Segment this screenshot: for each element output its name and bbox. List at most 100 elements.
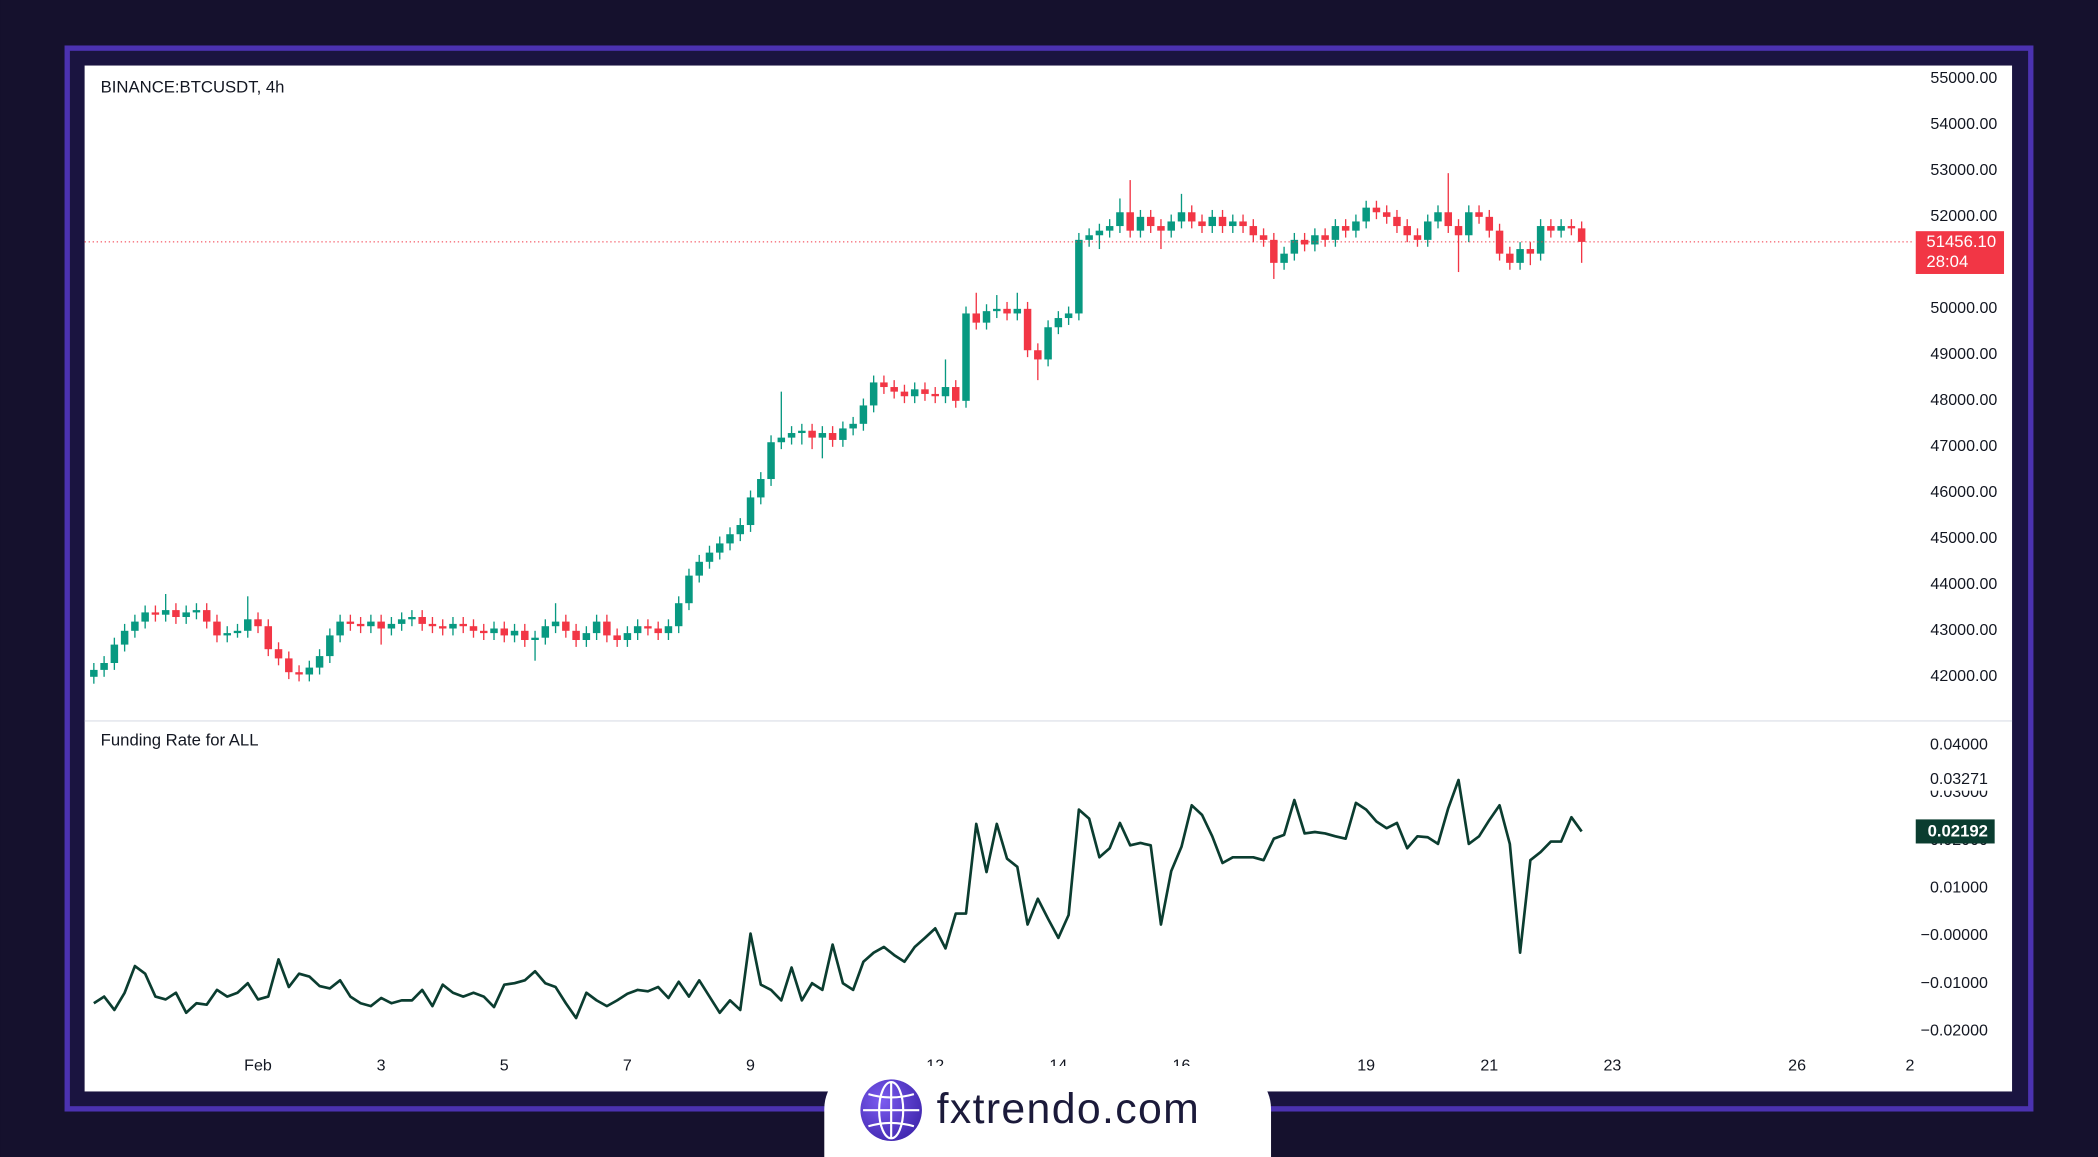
candle-body bbox=[326, 635, 334, 657]
candle-body bbox=[500, 628, 509, 636]
candle-body bbox=[1187, 212, 1196, 222]
chart-title: BINANCE:BTCUSDT, 4h bbox=[101, 78, 285, 97]
candle-body bbox=[736, 525, 745, 535]
y-tick-label: −0.01000 bbox=[1921, 974, 1988, 992]
candle-body bbox=[767, 442, 775, 480]
last-value-box bbox=[1915, 819, 1995, 844]
globe-lines bbox=[863, 1081, 920, 1140]
candle-body bbox=[818, 433, 827, 438]
candle-body bbox=[910, 389, 919, 397]
chart-panel bbox=[84, 65, 2013, 1092]
candle-body bbox=[521, 630, 529, 641]
candle-body bbox=[941, 387, 950, 397]
candle-body bbox=[377, 621, 385, 629]
candle-body bbox=[613, 635, 621, 641]
candle-body bbox=[828, 433, 837, 440]
y-tick-label: 55000.00 bbox=[1930, 69, 1997, 87]
candle-body bbox=[900, 391, 909, 397]
candle-body bbox=[1382, 212, 1391, 217]
candle-body bbox=[1362, 207, 1370, 222]
candle-body bbox=[151, 612, 160, 615]
candle-body bbox=[305, 667, 314, 675]
candle-body bbox=[1506, 253, 1514, 263]
candle-body bbox=[1259, 235, 1268, 240]
candle-body bbox=[695, 561, 703, 576]
candle-body bbox=[859, 405, 868, 424]
candle-body bbox=[356, 623, 365, 627]
candle-body bbox=[1485, 216, 1494, 231]
candle-body bbox=[685, 575, 693, 604]
candle-body bbox=[1372, 207, 1381, 213]
candle-body bbox=[633, 626, 642, 634]
candle-body bbox=[757, 479, 765, 498]
candle-body bbox=[1064, 313, 1073, 319]
candle-body bbox=[244, 619, 252, 631]
candle-body bbox=[1003, 308, 1011, 314]
candle-body bbox=[418, 617, 426, 624]
candle-body bbox=[1146, 216, 1155, 227]
x-tick-label: 21 bbox=[1480, 1056, 1498, 1074]
candle-body bbox=[1454, 226, 1463, 236]
candle-body bbox=[808, 430, 816, 438]
last-price-label: 51456.10 bbox=[1926, 232, 1996, 251]
candle-body bbox=[120, 630, 129, 645]
candle-body bbox=[1136, 216, 1145, 231]
candle-body bbox=[192, 610, 201, 613]
candle-body bbox=[1075, 239, 1083, 314]
y-tick-label: 48000.00 bbox=[1930, 391, 1997, 409]
candle-body bbox=[1557, 226, 1565, 231]
candle-body bbox=[1218, 216, 1227, 227]
y-tick-label: 42000.00 bbox=[1930, 667, 1997, 685]
candle-body bbox=[592, 621, 601, 634]
candle-body bbox=[141, 612, 149, 622]
x-tick-label: 7 bbox=[623, 1056, 632, 1074]
candle-body bbox=[295, 672, 303, 675]
candle-body bbox=[1126, 212, 1134, 231]
candle-body bbox=[1280, 253, 1288, 263]
candle-body bbox=[1352, 221, 1360, 231]
candle-body bbox=[223, 633, 231, 636]
candle-body bbox=[623, 633, 632, 641]
candle-body bbox=[1577, 228, 1586, 242]
candle-body bbox=[182, 612, 190, 618]
candle-body bbox=[839, 428, 847, 440]
candle-body bbox=[1495, 230, 1504, 254]
badge-bg bbox=[824, 1066, 1272, 1157]
candle-body bbox=[315, 656, 324, 668]
candle-body bbox=[890, 387, 898, 392]
candle-body bbox=[1167, 221, 1175, 231]
x-tick-label: 5 bbox=[500, 1056, 509, 1074]
pane-title: Funding Rate for ALL bbox=[101, 730, 259, 749]
candle-body bbox=[787, 433, 796, 438]
candle-body bbox=[510, 630, 519, 636]
candle-body bbox=[367, 621, 375, 627]
candle-body bbox=[962, 313, 970, 401]
candle-body bbox=[1465, 212, 1473, 236]
candle-body bbox=[1044, 327, 1052, 360]
x-tick-label: 19 bbox=[1357, 1056, 1375, 1074]
candle-body bbox=[428, 623, 437, 627]
max-value-label: 0.03271 bbox=[1930, 770, 1988, 788]
y-tick-label: 53000.00 bbox=[1930, 161, 1997, 179]
watermark-text: fxtrendo.com bbox=[937, 1085, 1200, 1133]
candle-body bbox=[931, 393, 939, 397]
candle-body bbox=[1434, 212, 1442, 222]
candle-body bbox=[1105, 226, 1114, 231]
max-label-bg bbox=[1918, 769, 1999, 791]
candle-body bbox=[1567, 226, 1576, 229]
candle-body bbox=[664, 626, 673, 634]
watermark-badge: fxtrendo.com bbox=[824, 1066, 1272, 1157]
candle-body bbox=[1157, 226, 1165, 231]
candle-body bbox=[274, 649, 283, 659]
y-tick-label: 0.01000 bbox=[1930, 879, 1988, 897]
candle-body bbox=[551, 621, 560, 627]
y-tick-label: −0.02000 bbox=[1921, 1022, 1988, 1040]
candle-body bbox=[1413, 235, 1422, 240]
candle-body bbox=[1311, 235, 1319, 245]
candle-body bbox=[449, 623, 457, 629]
candle-body bbox=[849, 423, 857, 429]
y-tick-label: 49000.00 bbox=[1930, 345, 1997, 363]
candle-body bbox=[490, 628, 498, 634]
candle-body bbox=[921, 389, 929, 394]
